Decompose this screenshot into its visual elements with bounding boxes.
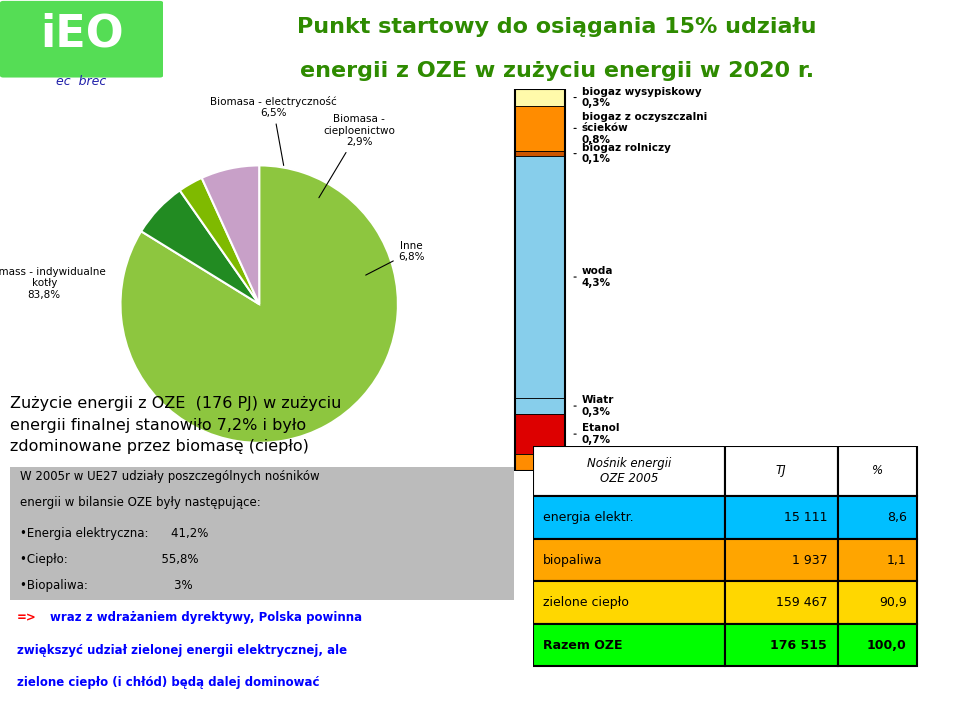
Bar xyxy=(838,496,917,539)
Bar xyxy=(515,89,565,471)
FancyBboxPatch shape xyxy=(0,1,163,78)
Bar xyxy=(533,446,725,496)
Wedge shape xyxy=(141,190,259,304)
Bar xyxy=(533,539,725,581)
Text: •Ciepło:                         55,8%: •Ciepło: 55,8% xyxy=(19,553,198,566)
Text: Wiatr
0,3%: Wiatr 0,3% xyxy=(574,395,614,417)
Text: 100,0: 100,0 xyxy=(867,639,906,652)
Text: biogaz rolniczy
0,1%: biogaz rolniczy 0,1% xyxy=(574,143,671,165)
Text: biogaz wysypiskowy
0,3%: biogaz wysypiskowy 0,3% xyxy=(574,87,702,108)
Text: 8,6: 8,6 xyxy=(887,511,906,524)
Text: Razem OZE: Razem OZE xyxy=(543,639,623,652)
Wedge shape xyxy=(202,165,259,304)
Bar xyxy=(838,539,917,581)
Bar xyxy=(515,414,565,453)
Bar xyxy=(838,624,917,667)
Bar xyxy=(725,624,838,667)
Text: Inne
6,8%: Inne 6,8% xyxy=(366,240,425,275)
Bar xyxy=(725,446,838,496)
Bar xyxy=(515,151,565,156)
Bar xyxy=(515,89,565,106)
Bar xyxy=(533,624,725,667)
Text: wraz z wdrażaniem dyrektywy, Polska powinna: wraz z wdrażaniem dyrektywy, Polska powi… xyxy=(50,611,362,624)
Text: woda
4,3%: woda 4,3% xyxy=(574,266,613,288)
Bar xyxy=(725,581,838,624)
Text: 159 467: 159 467 xyxy=(776,596,828,609)
Text: •Energia elektryczna:      41,2%: •Energia elektryczna: 41,2% xyxy=(19,527,208,540)
Text: energia elektr.: energia elektr. xyxy=(543,511,634,524)
Text: 1,1: 1,1 xyxy=(887,553,906,567)
Text: Etanol
0,7%: Etanol 0,7% xyxy=(574,424,619,445)
Text: energii z OZE w zużyciu energii w 2020 r.: energii z OZE w zużyciu energii w 2020 r… xyxy=(300,61,814,81)
Bar xyxy=(838,446,917,496)
Text: Biomasa - electryczność
6,5%: Biomasa - electryczność 6,5% xyxy=(209,96,336,165)
Bar xyxy=(515,106,565,151)
Text: zielone ciepło (i chłód) będą dalej dominować: zielone ciepło (i chłód) będą dalej domi… xyxy=(17,676,320,689)
Bar xyxy=(725,496,838,539)
Text: W 2005r w UE27 udziały poszczególnych nośników: W 2005r w UE27 udziały poszczególnych no… xyxy=(19,470,320,483)
Text: zwiększyć udział zielonej energii elektrycznej, ale: zwiększyć udział zielonej energii elektr… xyxy=(17,644,348,657)
Text: biopaliwa: biopaliwa xyxy=(543,553,603,567)
Text: 90,9: 90,9 xyxy=(878,596,906,609)
Text: =>: => xyxy=(17,611,36,624)
Text: Punkt startowy do osiągania 15% udziału: Punkt startowy do osiągania 15% udziału xyxy=(297,16,817,37)
Bar xyxy=(10,467,514,600)
Text: %: % xyxy=(872,464,883,478)
Text: ec  brec: ec brec xyxy=(57,76,107,88)
Text: iEO: iEO xyxy=(39,12,124,56)
Bar xyxy=(515,453,565,471)
Text: Zużycie energii z OZE  (176 PJ) w zużyciu: Zużycie energii z OZE (176 PJ) w zużyciu xyxy=(10,396,341,411)
Bar xyxy=(515,156,565,398)
Wedge shape xyxy=(121,165,397,443)
Bar xyxy=(533,581,725,624)
Text: 15 111: 15 111 xyxy=(783,511,828,524)
Bar xyxy=(533,496,725,539)
Text: Biodiesel
0,3%: Biodiesel 0,3% xyxy=(574,451,636,473)
Text: Biomass - indywidualne
kotły
83,8%: Biomass - indywidualne kotły 83,8% xyxy=(0,267,106,300)
Text: zdominowane przez biomasę (ciepło): zdominowane przez biomasę (ciepło) xyxy=(10,439,308,454)
Text: energii w bilansie OZE były następujące:: energii w bilansie OZE były następujące: xyxy=(19,496,260,509)
Text: zielone ciepło: zielone ciepło xyxy=(543,596,629,609)
Text: Biomasa -
cieploenictwo
2,9%: Biomasa - cieploenictwo 2,9% xyxy=(319,114,395,198)
Bar xyxy=(515,398,565,414)
Wedge shape xyxy=(180,178,259,304)
Text: 1 937: 1 937 xyxy=(792,553,828,567)
Text: TJ: TJ xyxy=(776,464,786,478)
Text: Nośnik energii
OZE 2005: Nośnik energii OZE 2005 xyxy=(587,457,671,485)
Bar xyxy=(838,581,917,624)
Bar xyxy=(725,539,838,581)
Text: energii finalnej stanowiło 7,2% i było: energii finalnej stanowiło 7,2% i było xyxy=(10,418,305,433)
Text: 176 515: 176 515 xyxy=(771,639,828,652)
Text: •Biopaliwa:                       3%: •Biopaliwa: 3% xyxy=(19,579,192,592)
Text: biogaz z oczyszczalni
ścieków
0,8%: biogaz z oczyszczalni ścieków 0,8% xyxy=(574,112,707,145)
